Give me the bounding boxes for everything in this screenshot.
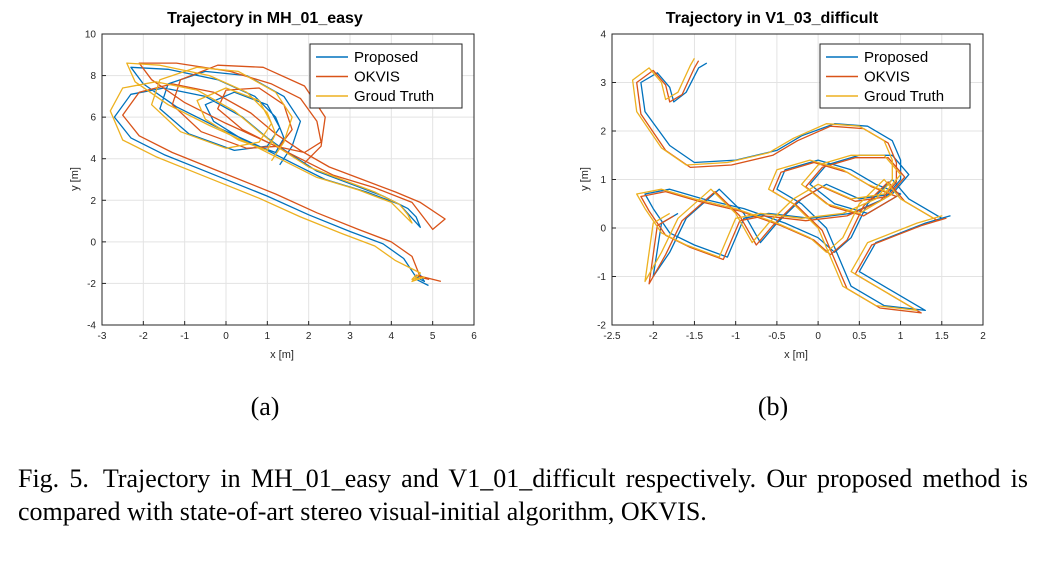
y-tick-labels: -4 -2 0 2 4 6 8 10 bbox=[85, 30, 106, 332]
x-tick-label: -2 bbox=[649, 331, 658, 342]
y-tick-label: 2 bbox=[600, 127, 606, 138]
legend: Proposed OKVIS Groud Truth bbox=[819, 43, 971, 109]
series-lines bbox=[109, 62, 446, 287]
y-tick-label: 6 bbox=[90, 113, 96, 124]
caption-text: Trajectory in MH_01_easy and V1_01_diffi… bbox=[18, 464, 1028, 526]
plot-frame bbox=[101, 33, 475, 326]
y-axis-label: y [m] bbox=[579, 167, 591, 191]
x-tick-labels: -2.5 -2 -1.5 -1 -0.5 0 0.5 1 1.5 2 bbox=[603, 321, 986, 342]
x-tick-label: 6 bbox=[471, 331, 477, 342]
legend-label: Proposed bbox=[354, 49, 418, 66]
legend: Proposed OKVIS Groud Truth bbox=[309, 43, 463, 109]
y-axis-label: y [m] bbox=[69, 167, 81, 191]
x-tick-label: 1.5 bbox=[935, 331, 949, 342]
x-tick-label: 0 bbox=[223, 331, 229, 342]
subfigure-label-a: (a) bbox=[251, 392, 280, 421]
x-tick-label: -2 bbox=[139, 331, 148, 342]
chart-title: Trajectory in MH_01_easy bbox=[167, 10, 363, 27]
x-tick-label: -0.5 bbox=[768, 331, 786, 342]
legend-label: OKVIS bbox=[354, 69, 400, 86]
legend-label: Groud Truth bbox=[354, 88, 434, 105]
x-tick-label: -3 bbox=[98, 331, 107, 342]
plot-frame bbox=[611, 33, 984, 326]
legend-label: Groud Truth bbox=[864, 88, 944, 105]
x-tick-label: 5 bbox=[430, 331, 436, 342]
x-tick-label: -1 bbox=[180, 331, 189, 342]
y-tick-label: 0 bbox=[90, 237, 96, 248]
y-tick-label: 4 bbox=[600, 30, 606, 41]
y-tick-labels: -2 -1 0 1 2 3 4 bbox=[597, 30, 616, 332]
y-tick-label: 4 bbox=[90, 154, 96, 165]
chart-v103: Trajectory in V1_03_difficult -2.5 -2 -1.5… bbox=[579, 10, 986, 361]
y-tick-label: 8 bbox=[90, 71, 96, 82]
y-tick-label: -4 bbox=[87, 321, 96, 332]
legend-label: OKVIS bbox=[864, 69, 910, 86]
x-tick-labels: -3 -2 -1 0 1 2 3 4 5 6 bbox=[98, 321, 477, 342]
y-tick-label: -2 bbox=[597, 321, 606, 332]
y-tick-label: 3 bbox=[600, 78, 606, 89]
series-lines bbox=[631, 57, 951, 314]
legend-label: Proposed bbox=[864, 49, 928, 66]
x-tick-label: 0.5 bbox=[852, 331, 866, 342]
y-tick-label: -2 bbox=[87, 279, 96, 290]
series-line-ground-truth bbox=[109, 62, 426, 283]
x-tick-label: 1 bbox=[265, 331, 271, 342]
subfigure-label-b: (b) bbox=[758, 392, 788, 421]
x-tick-label: 2 bbox=[980, 331, 986, 342]
x-axis-label: x [m] bbox=[784, 349, 808, 361]
y-tick-label: 0 bbox=[600, 224, 606, 235]
figure-caption: Fig. 5. Trajectory in MH_01_easy and V1_0… bbox=[18, 462, 1028, 528]
x-tick-label: 3 bbox=[347, 331, 353, 342]
y-tick-label: 10 bbox=[85, 30, 97, 41]
x-tick-label: -1 bbox=[731, 331, 740, 342]
x-tick-label: -1.5 bbox=[686, 331, 704, 342]
y-tick-label: 2 bbox=[90, 196, 96, 207]
x-tick-label: 4 bbox=[389, 331, 395, 342]
x-axis-label: x [m] bbox=[270, 349, 294, 361]
x-tick-label: 1 bbox=[898, 331, 904, 342]
series-line-ground-truth bbox=[631, 57, 943, 312]
x-tick-label: -2.5 bbox=[603, 331, 621, 342]
x-tick-label: 0 bbox=[815, 331, 821, 342]
chart-title: Trajectory in V1_03_difficult bbox=[666, 10, 879, 27]
x-tick-label: 2 bbox=[306, 331, 312, 342]
chart-mh01: Trajectory in MH_01_easy -3 -2 -1 0 1 2 3 4 5 6 -… bbox=[69, 10, 477, 361]
caption-lead: Fig. 5. bbox=[18, 464, 89, 493]
y-tick-label: -1 bbox=[597, 272, 606, 283]
y-tick-label: 1 bbox=[600, 175, 606, 186]
